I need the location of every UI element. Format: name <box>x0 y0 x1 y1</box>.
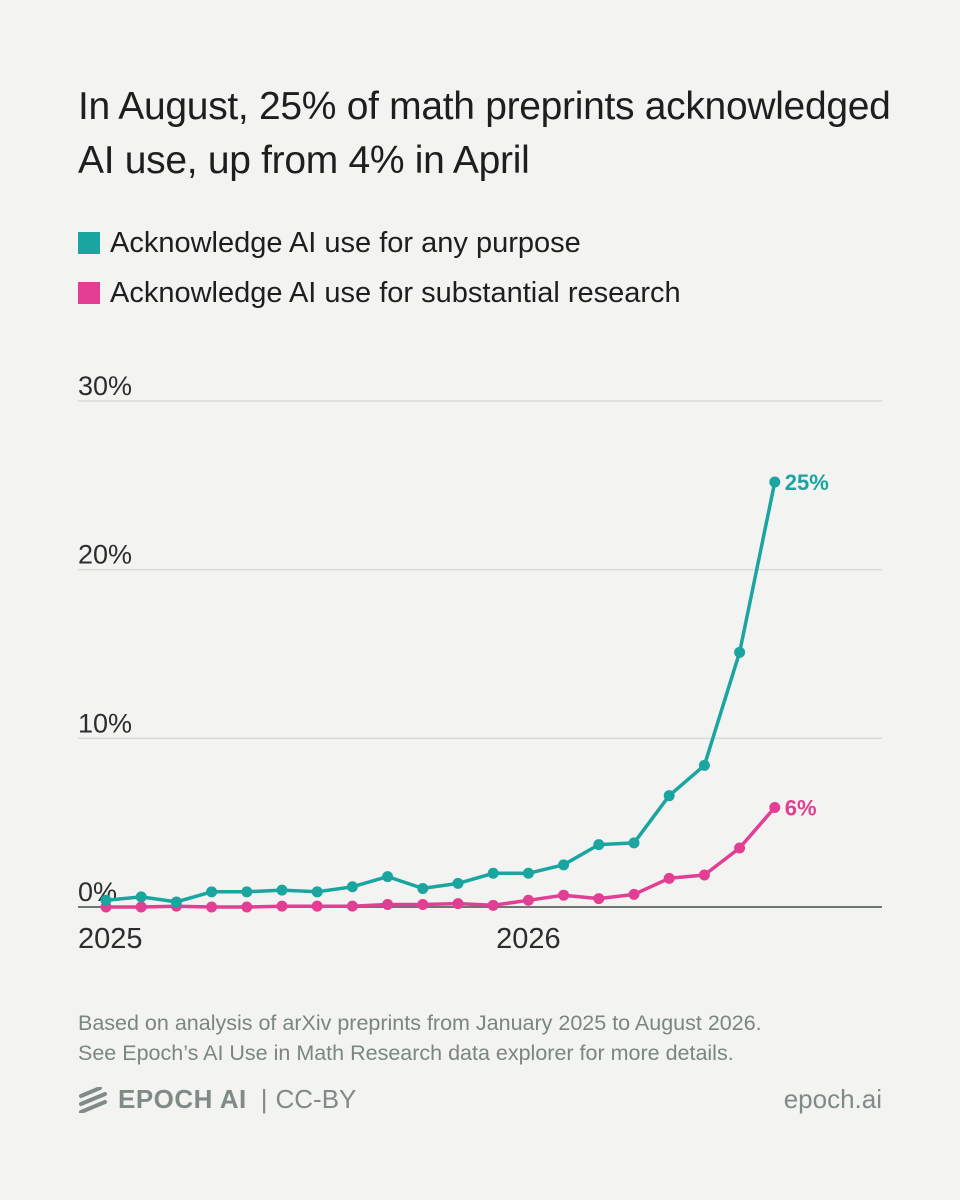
legend: Acknowledge AI use for any purpose Ackno… <box>78 218 681 318</box>
data-point <box>558 859 570 871</box>
license-label: CC-BY <box>275 1084 357 1114</box>
end-label: 25% <box>785 470 829 495</box>
site-url[interactable]: epoch.ai <box>783 1084 882 1114</box>
series-layer: 6% 25% <box>100 470 829 913</box>
data-point <box>311 886 323 898</box>
x-tick-label: 2026 <box>496 923 561 955</box>
data-point <box>382 898 394 910</box>
brand-name: EPOCH AI <box>118 1084 247 1114</box>
data-point <box>311 900 323 912</box>
legend-item-substantial-research: Acknowledge AI use for substantial resea… <box>78 268 681 318</box>
series-line-0 <box>104 480 777 904</box>
data-point <box>769 476 781 488</box>
data-point <box>628 837 640 849</box>
data-point <box>487 899 499 911</box>
footnote-line-1: Based on analysis of arXiv preprints fro… <box>78 1011 762 1035</box>
data-point <box>452 877 464 889</box>
chart-title: In August, 25% of math preprints acknowl… <box>78 85 891 182</box>
data-point <box>206 886 218 898</box>
data-point <box>558 889 570 901</box>
footnote-line-2: See Epoch’s AI Use in Math Research data… <box>78 1041 734 1065</box>
data-point <box>698 869 710 881</box>
data-point <box>100 894 112 906</box>
data-point <box>593 893 605 905</box>
y-tick-label: 20% <box>78 540 132 570</box>
legend-item-any-purpose: Acknowledge AI use for any purpose <box>78 218 681 268</box>
data-point <box>522 867 534 879</box>
data-point <box>276 884 288 896</box>
data-point <box>593 839 605 851</box>
y-tick-label: 10% <box>78 708 132 738</box>
grid-layer <box>78 400 882 908</box>
data-point <box>487 867 499 879</box>
data-point <box>241 901 253 913</box>
axis-labels: 0% 10% 20% 30% 2025 2026 <box>78 371 561 955</box>
data-point <box>769 801 781 813</box>
data-point <box>206 901 218 913</box>
series-line-1 <box>104 805 777 909</box>
y-tick-label: 0% <box>78 877 117 907</box>
data-point <box>663 790 675 802</box>
legend-swatch-any-purpose <box>78 232 100 254</box>
data-point <box>698 759 710 771</box>
data-point <box>346 881 358 893</box>
data-point <box>734 842 746 854</box>
y-tick-label: 30% <box>78 371 132 401</box>
data-point <box>382 871 394 883</box>
legend-label-substantial-research: Acknowledge AI use for substantial resea… <box>110 276 681 309</box>
data-point <box>346 900 358 912</box>
data-point <box>276 900 288 912</box>
data-point <box>241 886 253 898</box>
footnote: Based on analysis of arXiv preprints fro… <box>78 1008 898 1068</box>
data-point <box>417 898 429 910</box>
epoch-logo-icon <box>79 1086 107 1113</box>
legend-swatch-substantial-research <box>78 282 100 304</box>
data-point <box>135 901 147 913</box>
data-point <box>417 882 429 894</box>
data-point <box>663 872 675 884</box>
end-label: 6% <box>785 795 817 820</box>
data-point <box>452 898 464 910</box>
data-point <box>522 894 534 906</box>
data-point <box>135 891 147 903</box>
data-point <box>734 646 746 658</box>
footer-separator: | <box>260 1084 268 1114</box>
line-chart: 0% 10% 20% 30% 2025 2026 6% 25% <box>78 371 882 955</box>
footer-brand: EPOCH AI | CC-BY <box>78 1084 356 1115</box>
x-tick-label: 2025 <box>78 923 143 955</box>
data-point <box>170 896 182 908</box>
legend-label-any-purpose: Acknowledge AI use for any purpose <box>110 226 581 259</box>
data-point <box>628 888 640 900</box>
